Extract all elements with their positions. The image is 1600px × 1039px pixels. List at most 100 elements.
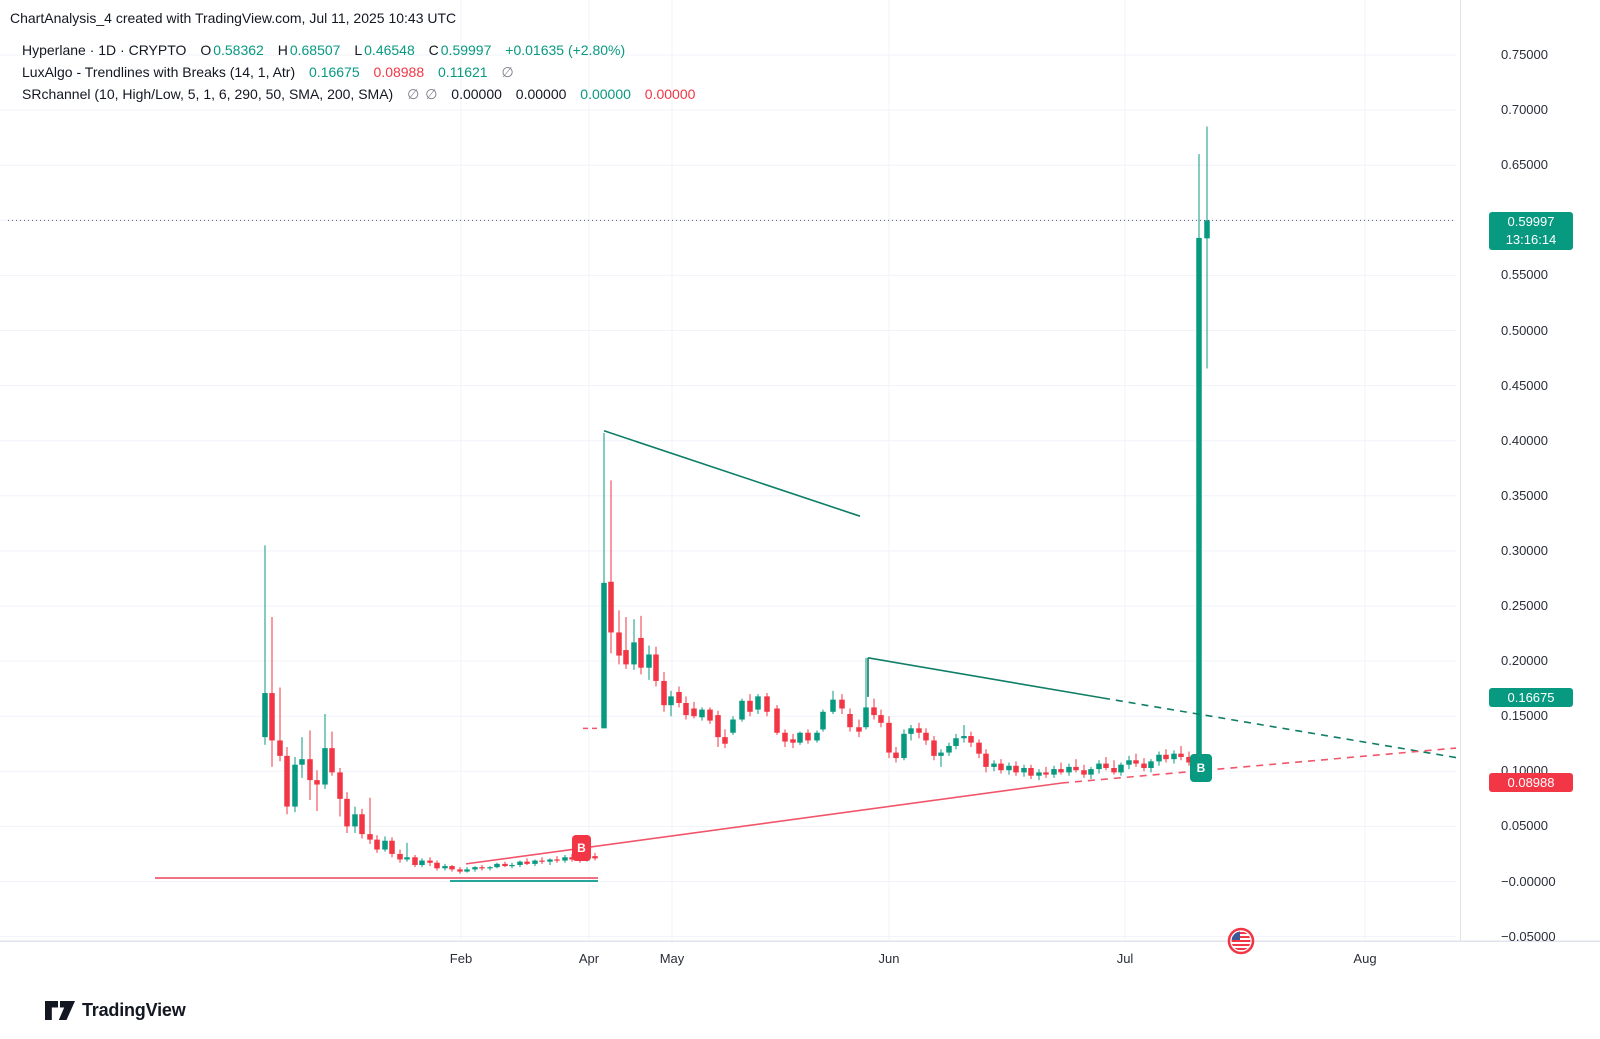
candle-body	[893, 752, 899, 759]
bar-countdown: 13:16:14	[1505, 232, 1557, 248]
price-tick-label: −0.05000	[1501, 928, 1556, 944]
lower-trendline-axis-badge: 0.08988	[1489, 772, 1573, 792]
indicator-legend-luxalgo[interactable]: LuxAlgo - Trendlines with Breaks (14, 1,…	[22, 61, 695, 83]
candle-body	[1141, 763, 1147, 768]
indicator-legend-srchannel[interactable]: SRchannel (10, High/Low, 5, 1, 6, 290, 5…	[22, 83, 695, 105]
candle-body	[337, 772, 343, 799]
candle-body	[856, 727, 862, 732]
candle-body	[307, 759, 313, 781]
page-title: ChartAnalysis_4 created with TradingView…	[10, 10, 457, 26]
candle-body	[1036, 772, 1042, 776]
candle-body	[998, 763, 1004, 771]
candle-body	[946, 745, 952, 753]
candle-body	[790, 739, 796, 743]
candle-body	[517, 861, 523, 865]
time-tick-label: Feb	[449, 951, 473, 966]
us-flag-event-icon[interactable]	[1227, 927, 1255, 960]
candle-body	[1163, 754, 1169, 760]
candle-body	[299, 759, 305, 765]
candle-body	[901, 733, 907, 759]
candle-body	[502, 863, 508, 867]
candle-body	[292, 764, 298, 807]
candle-body	[764, 696, 770, 712]
candle-body	[715, 715, 721, 738]
close-value: 0.59997	[440, 42, 492, 58]
candle-body	[1096, 763, 1102, 770]
low-value: 0.46548	[364, 42, 415, 58]
candle-body	[1081, 770, 1087, 775]
candle-body	[1156, 754, 1162, 762]
candle-body	[863, 707, 869, 728]
change-value: +0.01635 (+2.80%)	[505, 42, 626, 58]
sr-value-2: 0.00000	[515, 86, 567, 102]
candle-body	[479, 867, 485, 869]
candle-body	[1186, 756, 1192, 763]
time-tick-label: Aug	[1353, 951, 1377, 966]
candle-body	[1133, 760, 1139, 764]
candle-body	[730, 719, 736, 733]
time-tick-label: May	[659, 951, 685, 966]
current-price-badge: 0.59997 13:16:14	[1489, 212, 1573, 251]
price-tick-label: −0.00000	[1501, 873, 1556, 889]
time-tick-label: Jul	[1116, 951, 1134, 966]
price-tick-label: 0.30000	[1501, 542, 1548, 558]
candle-body	[699, 709, 705, 718]
candle-body	[871, 707, 877, 716]
candle-body	[382, 840, 388, 850]
candle-body	[269, 693, 275, 741]
mid-value: 0.11621	[438, 64, 488, 80]
candle-body	[457, 869, 463, 872]
symbol-legend-row[interactable]: Hyperlane · 1D · CRYPTO O 0.58362 H 0.6850…	[22, 39, 695, 61]
candle-body	[1111, 767, 1117, 773]
price-tick-label: 0.25000	[1501, 598, 1548, 613]
candle-body	[916, 728, 922, 733]
price-axis[interactable]: 0.59997 13:16:14 0.16675 0.08988 0.75000…	[1460, 0, 1600, 944]
candle-body	[983, 753, 989, 767]
candle-body	[1103, 763, 1109, 768]
candle-body	[434, 862, 440, 869]
candle-body	[931, 740, 937, 756]
candle-body	[878, 715, 884, 723]
candle-body	[755, 696, 761, 710]
time-axis[interactable]: Feb Apr May Jun Jul Aug	[0, 941, 1600, 1039]
candle-body	[1021, 767, 1027, 773]
sr-value-3: 0.00000	[580, 86, 631, 102]
candle-body	[464, 869, 470, 872]
price-tick-label: 0.70000	[1501, 102, 1548, 118]
candle-body	[284, 755, 290, 807]
price-tick-label: 0.75000	[1501, 47, 1548, 62]
candle-body	[653, 654, 659, 681]
axis-separator	[1460, 0, 1461, 941]
candle-body	[1058, 769, 1064, 773]
sr-value-4: 0.00000	[644, 86, 696, 102]
indicator-name: LuxAlgo - Trendlines with Breaks (14, 1,…	[22, 64, 296, 80]
candle-body	[608, 581, 614, 633]
high-label: H	[277, 42, 288, 58]
price-tick-label: 0.40000	[1501, 432, 1548, 448]
candle-body	[908, 728, 914, 734]
chart-canvas[interactable]	[0, 0, 1600, 941]
upper-trendline-june	[867, 657, 1104, 699]
candle-body	[1088, 769, 1094, 775]
candle-body	[631, 642, 637, 665]
empty-set-icon: ∅	[501, 64, 514, 80]
candle-body	[1204, 220, 1210, 239]
candle-body	[419, 860, 425, 865]
candle-body	[1073, 766, 1079, 771]
candle-body	[953, 738, 959, 746]
candle-body	[707, 709, 713, 721]
candle-body	[676, 691, 682, 703]
price-tick-label: 0.65000	[1501, 157, 1548, 173]
candle-body	[494, 863, 500, 868]
candle-body	[359, 814, 365, 835]
candle-body	[646, 654, 652, 668]
close-label: C	[428, 42, 439, 58]
candle-body	[524, 861, 530, 864]
candle-body	[539, 860, 545, 862]
candle-body	[976, 742, 982, 754]
candle-body	[691, 708, 697, 717]
candle-body	[601, 582, 607, 729]
high-value: 0.68507	[289, 42, 341, 58]
candle-body	[389, 840, 395, 854]
